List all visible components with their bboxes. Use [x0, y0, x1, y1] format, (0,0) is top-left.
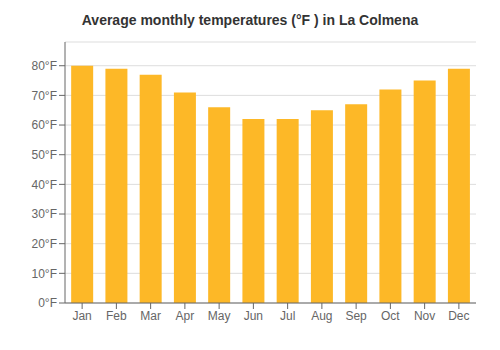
svg-text:Jul: Jul — [280, 309, 295, 323]
svg-text:70°F: 70°F — [32, 89, 57, 103]
svg-text:Jun: Jun — [244, 309, 263, 323]
svg-text:60°F: 60°F — [32, 118, 57, 132]
svg-text:Sep: Sep — [345, 309, 367, 323]
svg-text:Apr: Apr — [176, 309, 195, 323]
svg-text:Nov: Nov — [414, 309, 435, 323]
svg-text:May: May — [208, 309, 231, 323]
svg-text:40°F: 40°F — [32, 178, 57, 192]
svg-text:50°F: 50°F — [32, 148, 57, 162]
svg-text:30°F: 30°F — [32, 207, 57, 221]
svg-text:Dec: Dec — [448, 309, 469, 323]
html-text:Average monthly temperatures (: Average monthly temperatures (°F ) in La… — [81, 12, 419, 28]
svg-text:Mar: Mar — [140, 309, 161, 323]
svg-text:Feb: Feb — [106, 309, 127, 323]
svg-text:20°F: 20°F — [32, 237, 57, 251]
svg-text:80°F: 80°F — [32, 59, 57, 73]
svg-text:Jan: Jan — [72, 309, 91, 323]
svg-text:Oct: Oct — [381, 309, 400, 323]
svg-text:0°F: 0°F — [38, 296, 57, 310]
svg-text:Aug: Aug — [311, 309, 332, 323]
svg-text:10°F: 10°F — [32, 267, 57, 281]
